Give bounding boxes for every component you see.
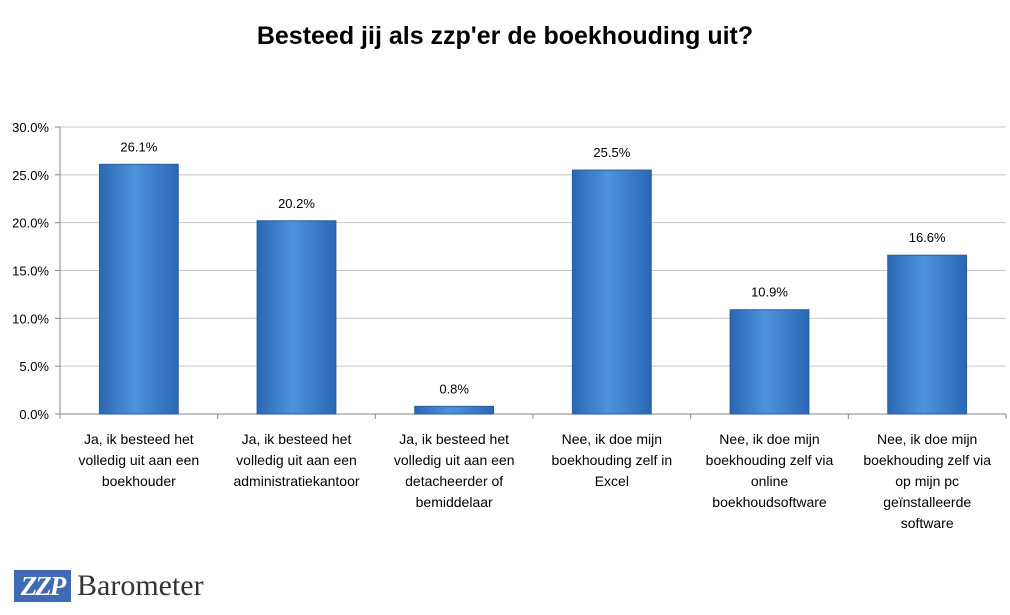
data-label: 0.8% [439,381,469,396]
bar [887,254,968,415]
x-category-label: Nee, ik doe mijn [877,431,977,447]
x-category-label: Ja, ik besteed het [84,431,194,447]
x-category-label: Nee, ik doe mijn [562,431,662,447]
x-category-label: boekhouding zelf via [863,452,991,468]
y-tick-label: 15.0% [12,264,49,279]
x-category-label: detacheerder of [405,473,503,489]
x-category-label: boekhouding zelf via [706,452,834,468]
x-category-label: volledig uit aan een [236,452,357,468]
data-label: 25.5% [593,145,630,160]
x-category-label: Excel [595,473,629,489]
x-category-label: volledig uit aan een [394,452,515,468]
y-tick-label: 30.0% [12,120,49,135]
bar [571,169,652,415]
x-category-label: Ja, ik besteed het [399,431,509,447]
x-category-label: Ja, ik besteed het [242,431,352,447]
data-label: 26.1% [120,139,157,154]
y-tick-label: 0.0% [19,407,49,422]
x-category-label: bemiddelaar [416,494,493,510]
bar [729,309,810,415]
x-category-label: online [751,473,789,489]
data-label: 16.6% [909,230,946,245]
bar [256,220,337,415]
bar [98,163,179,415]
logo-text: Barometer [77,569,204,602]
y-tick-label: 25.0% [12,168,49,183]
x-category-label: boekhoudsoftware [712,494,827,510]
x-category-label: administratiekantoor [233,473,359,489]
chart-title: Besteed jij als zzp'er de boekhouding ui… [256,22,754,50]
y-tick-label: 5.0% [19,359,49,374]
x-category-label: software [901,515,954,531]
x-category-label: geïnstalleerde [883,494,971,510]
logo-mark: ZZP [14,570,71,602]
x-category-label: boekhouder [102,473,176,489]
x-category-label: volledig uit aan een [79,452,200,468]
data-label: 20.2% [278,196,315,211]
data-label: 10.9% [751,285,788,300]
x-category-label: boekhouding zelf in [552,452,673,468]
x-category-label: Nee, ik doe mijn [719,431,819,447]
zzp-barometer-logo: ZZP Barometer [14,568,204,604]
y-tick-label: 10.0% [12,311,49,326]
x-category-label: op mijn pc [895,473,959,489]
y-tick-label: 20.0% [12,216,49,231]
bar [414,405,495,415]
